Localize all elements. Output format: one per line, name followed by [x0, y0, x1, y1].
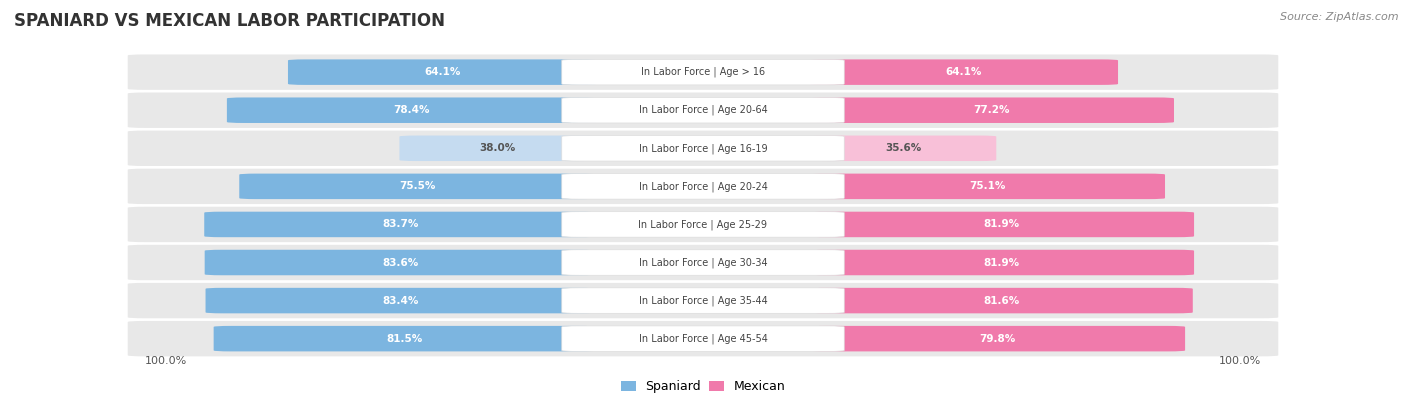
FancyBboxPatch shape — [562, 174, 844, 199]
FancyBboxPatch shape — [128, 283, 1278, 318]
FancyBboxPatch shape — [205, 250, 596, 275]
FancyBboxPatch shape — [205, 288, 596, 313]
Text: 38.0%: 38.0% — [479, 143, 516, 153]
FancyBboxPatch shape — [128, 55, 1278, 90]
Text: 83.6%: 83.6% — [382, 258, 419, 267]
FancyBboxPatch shape — [204, 212, 596, 237]
Text: 64.1%: 64.1% — [946, 67, 983, 77]
FancyBboxPatch shape — [128, 207, 1278, 242]
Text: 75.5%: 75.5% — [399, 181, 436, 191]
FancyBboxPatch shape — [562, 212, 844, 237]
Text: 81.9%: 81.9% — [984, 220, 1019, 229]
FancyBboxPatch shape — [226, 98, 596, 123]
Text: In Labor Force | Age > 16: In Labor Force | Age > 16 — [641, 67, 765, 77]
FancyBboxPatch shape — [399, 135, 596, 161]
FancyBboxPatch shape — [128, 321, 1278, 356]
Text: In Labor Force | Age 20-64: In Labor Force | Age 20-64 — [638, 105, 768, 115]
Text: 64.1%: 64.1% — [423, 67, 460, 77]
FancyBboxPatch shape — [562, 59, 844, 85]
Text: 100.0%: 100.0% — [145, 356, 187, 366]
Legend: Spaniard, Mexican: Spaniard, Mexican — [616, 375, 790, 395]
Text: 83.4%: 83.4% — [382, 295, 419, 306]
FancyBboxPatch shape — [562, 288, 844, 313]
FancyBboxPatch shape — [562, 326, 844, 352]
Text: 35.6%: 35.6% — [884, 143, 921, 153]
FancyBboxPatch shape — [562, 98, 844, 123]
Text: 78.4%: 78.4% — [394, 105, 430, 115]
Text: 81.6%: 81.6% — [983, 295, 1019, 306]
FancyBboxPatch shape — [810, 135, 997, 161]
Text: In Labor Force | Age 20-24: In Labor Force | Age 20-24 — [638, 181, 768, 192]
Text: 100.0%: 100.0% — [1219, 356, 1261, 366]
Text: SPANIARD VS MEXICAN LABOR PARTICIPATION: SPANIARD VS MEXICAN LABOR PARTICIPATION — [14, 12, 446, 30]
FancyBboxPatch shape — [810, 174, 1166, 199]
Text: 75.1%: 75.1% — [969, 181, 1005, 191]
Text: In Labor Force | Age 45-54: In Labor Force | Age 45-54 — [638, 333, 768, 344]
Text: 79.8%: 79.8% — [980, 334, 1015, 344]
FancyBboxPatch shape — [810, 288, 1192, 313]
FancyBboxPatch shape — [810, 326, 1185, 352]
Text: 81.5%: 81.5% — [387, 334, 423, 344]
Text: 81.9%: 81.9% — [984, 258, 1019, 267]
FancyBboxPatch shape — [128, 92, 1278, 128]
Text: In Labor Force | Age 16-19: In Labor Force | Age 16-19 — [638, 143, 768, 154]
FancyBboxPatch shape — [810, 98, 1174, 123]
FancyBboxPatch shape — [239, 174, 596, 199]
FancyBboxPatch shape — [214, 326, 596, 352]
FancyBboxPatch shape — [810, 212, 1194, 237]
FancyBboxPatch shape — [128, 169, 1278, 204]
Text: In Labor Force | Age 25-29: In Labor Force | Age 25-29 — [638, 219, 768, 229]
FancyBboxPatch shape — [562, 135, 844, 161]
Text: Source: ZipAtlas.com: Source: ZipAtlas.com — [1281, 12, 1399, 22]
Text: 77.2%: 77.2% — [973, 105, 1010, 115]
FancyBboxPatch shape — [562, 250, 844, 275]
FancyBboxPatch shape — [810, 250, 1194, 275]
Text: In Labor Force | Age 30-34: In Labor Force | Age 30-34 — [638, 257, 768, 268]
FancyBboxPatch shape — [810, 59, 1118, 85]
Text: 83.7%: 83.7% — [382, 220, 419, 229]
FancyBboxPatch shape — [128, 245, 1278, 280]
FancyBboxPatch shape — [128, 131, 1278, 166]
FancyBboxPatch shape — [288, 59, 596, 85]
Text: In Labor Force | Age 35-44: In Labor Force | Age 35-44 — [638, 295, 768, 306]
